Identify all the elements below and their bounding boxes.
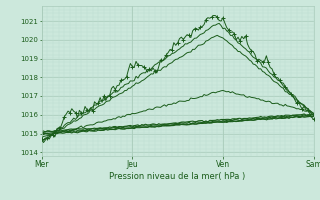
X-axis label: Pression niveau de la mer( hPa ): Pression niveau de la mer( hPa ) [109, 172, 246, 181]
